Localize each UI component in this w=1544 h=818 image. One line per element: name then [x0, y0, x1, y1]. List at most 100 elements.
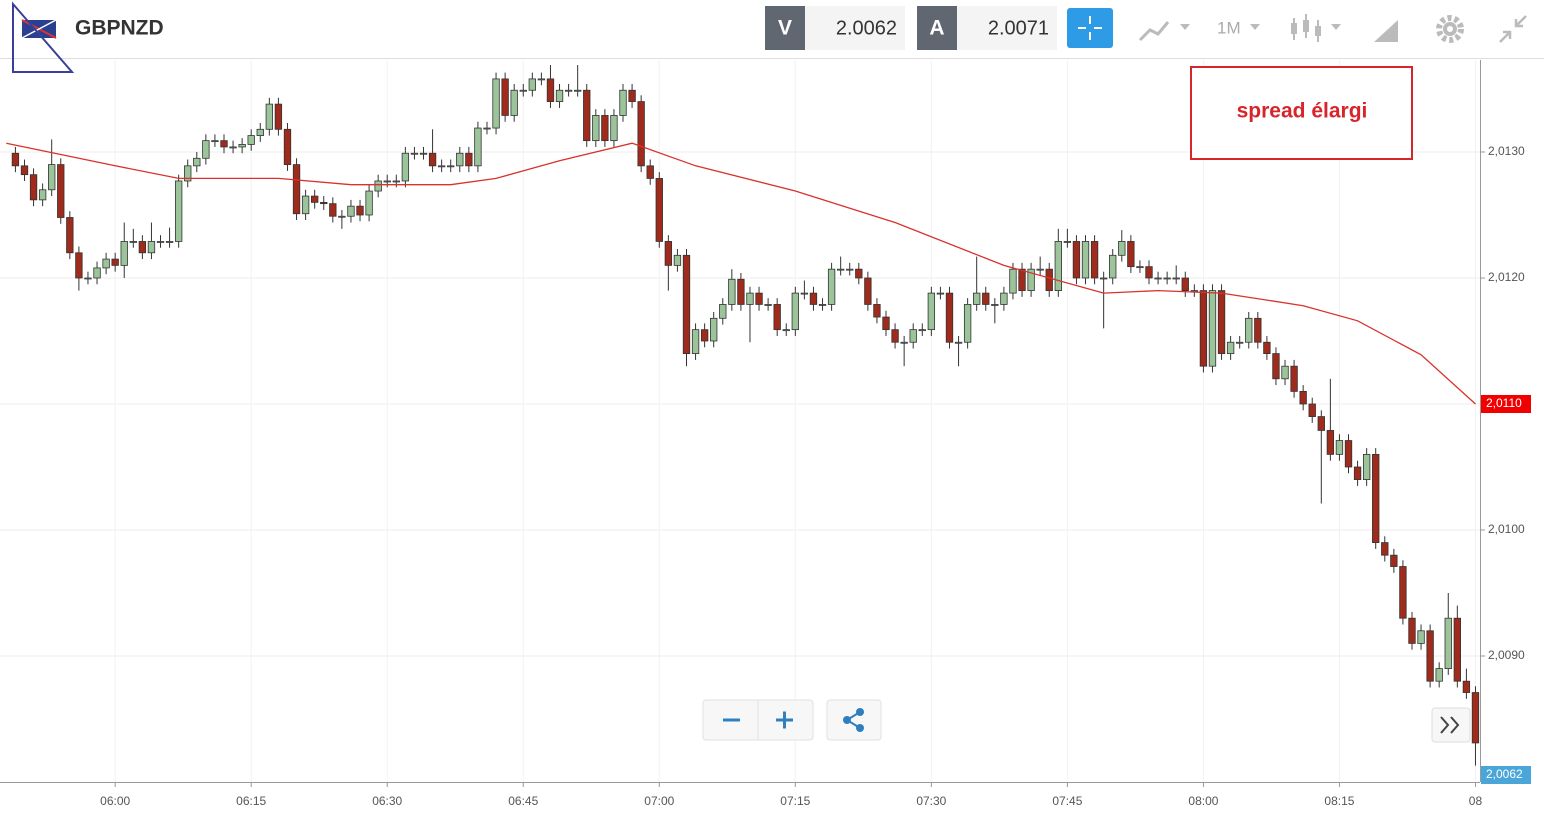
dropdown-caret: [1331, 24, 1341, 30]
candle-body: [501, 78, 509, 116]
candle-body: [156, 241, 165, 243]
plot-area: 2,0090 2,0100 2,0110 2,0120 2,0130 06:00 06:15…: [0, 60, 1531, 808]
candle-body: [1399, 566, 1407, 619]
candle-body: [991, 304, 999, 306]
collapse-icon[interactable]: [1499, 15, 1527, 43]
candle-body: [963, 304, 972, 343]
candle-body: [710, 317, 718, 342]
candle-body: [265, 103, 274, 130]
candle-body: [29, 174, 38, 201]
zoom-in-button[interactable]: [776, 711, 793, 729]
crosshair-button[interactable]: [1067, 8, 1113, 48]
ask-price: 2.0071: [988, 17, 1049, 39]
candle-body: [1317, 416, 1325, 431]
x-tick-label: 06:45: [508, 794, 538, 808]
candle-body: [909, 329, 917, 343]
x-tick-label: 06:15: [236, 794, 266, 808]
candle-body: [1245, 317, 1253, 343]
candle-body: [229, 146, 237, 149]
candle-body: [1254, 317, 1262, 343]
candle-body: [818, 304, 827, 306]
candle-body: [1172, 277, 1180, 280]
candle-body: [1390, 554, 1398, 567]
candle-body: [311, 195, 319, 203]
crosshair-icon: [1078, 16, 1102, 40]
candle-body: [764, 304, 772, 306]
symbol-title: GBPNZD: [75, 17, 164, 40]
scroll-latest-button[interactable]: [1431, 707, 1471, 743]
candle-body: [900, 341, 908, 344]
candle-body: [211, 140, 219, 143]
candle-body: [510, 89, 518, 116]
candle-body: [447, 165, 455, 168]
share-icon: [856, 708, 864, 716]
candle-body: [755, 292, 763, 305]
candle-body: [555, 89, 564, 102]
candle-body: [1417, 630, 1425, 644]
candle-body: [184, 165, 192, 182]
candle-body: [564, 89, 573, 92]
candle-body: [719, 304, 727, 319]
candle-body: [120, 241, 128, 266]
candle-body: [193, 157, 201, 167]
settings-icon[interactable]: [1436, 15, 1464, 43]
candle-body: [1145, 266, 1153, 279]
candle-body: [274, 103, 283, 130]
ask-button[interactable]: [917, 6, 957, 50]
candle-body: [1081, 241, 1090, 279]
candle-body: [247, 135, 255, 145]
draw-icon[interactable]: [1374, 20, 1398, 42]
bid-price: 2.0062: [836, 17, 897, 39]
candle-body: [1036, 268, 1044, 271]
candle-body: [1308, 403, 1316, 417]
x-tick-label: 07:45: [1052, 794, 1082, 808]
share-button[interactable]: [826, 699, 882, 741]
bid-button[interactable]: [765, 6, 805, 50]
candle-body: [836, 268, 845, 271]
candle-body: [855, 268, 863, 279]
candle-body: [1163, 277, 1171, 280]
candle-body: [283, 128, 292, 165]
candle-body: [1090, 241, 1099, 279]
candle-body: [474, 127, 482, 167]
candle-body: [945, 292, 954, 343]
candle-body: [619, 89, 627, 116]
candle-body: [610, 115, 618, 142]
candle-body: [1381, 542, 1389, 556]
candle-body: [383, 180, 391, 183]
candle-body: [93, 267, 101, 279]
y-tick-label: 2,0130: [1488, 144, 1525, 158]
candle-body: [1263, 341, 1271, 354]
candle-body: [546, 78, 555, 102]
candle-body: [537, 78, 546, 81]
candle-body: [673, 254, 682, 266]
candle-body: [1326, 430, 1335, 455]
candle-body: [664, 241, 673, 266]
candle-body: [773, 304, 781, 331]
candle-body: [574, 89, 582, 92]
candle-body: [601, 115, 609, 142]
candle-body: [1344, 440, 1353, 468]
candle-body: [1127, 241, 1135, 268]
ma-badge-label: 2,0110: [1486, 396, 1522, 410]
candle-body: [746, 292, 754, 305]
candle-body: [1372, 453, 1380, 543]
candle-body: [682, 254, 691, 354]
x-tick-label: 07:30: [916, 794, 946, 808]
candle-body: [982, 292, 990, 305]
candle-body: [292, 164, 301, 215]
candle-body: [691, 329, 700, 354]
chart-type-icon[interactable]: [1138, 21, 1170, 42]
dropdown-caret: [1180, 24, 1190, 30]
ma-badge: [1481, 394, 1531, 413]
x-tick-label: 08:00: [1188, 794, 1218, 808]
candle-body: [1027, 268, 1035, 291]
moving-average-line: [6, 142, 1476, 405]
candle-body: [329, 203, 337, 217]
candle-body: [1426, 630, 1434, 682]
candle-body: [519, 89, 527, 92]
candles-icon: [1291, 23, 1297, 34]
candle-body: [809, 292, 818, 305]
x-tick-label: 08: [1469, 794, 1483, 808]
interval-button[interactable]: 1M: [1217, 18, 1241, 37]
